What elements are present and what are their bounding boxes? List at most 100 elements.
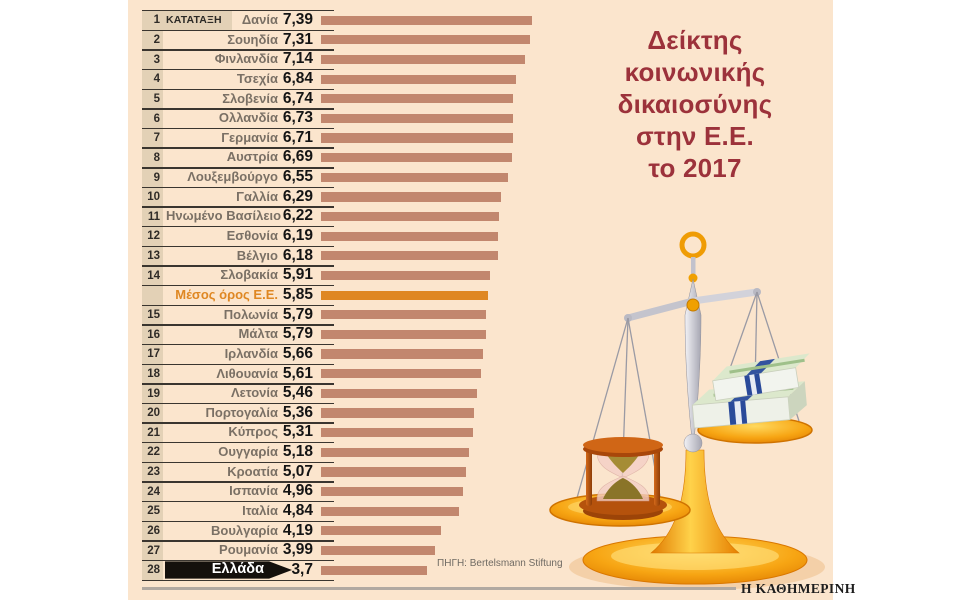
value-label: 5,79 xyxy=(282,325,313,343)
value-label: 6,18 xyxy=(282,246,313,264)
rank-cell: 28 xyxy=(142,561,163,580)
hourglass-pan xyxy=(549,437,691,527)
value-label: 5,46 xyxy=(282,384,313,402)
rank-cell: 23 xyxy=(142,463,163,482)
ranking-row: 23 Κροατία 5,07 xyxy=(142,461,833,482)
title-line: στην Ε.Ε. xyxy=(636,121,754,151)
greece-highlight-arrow: Ελλάδα xyxy=(165,561,292,579)
country-label: Ολλανδία xyxy=(218,110,278,126)
value-bar xyxy=(321,506,460,516)
ranking-row: 22 Ουγγαρία 5,18 xyxy=(142,442,833,462)
value-bar xyxy=(321,74,517,84)
value-label: 5,36 xyxy=(282,403,313,421)
value-bar xyxy=(321,428,473,438)
chart-title: Δείκτης κοινωνικής δικαιοσύνης στην Ε.Ε.… xyxy=(575,24,815,184)
rank-cell: 18 xyxy=(142,364,163,384)
rank-cell: 16 xyxy=(142,325,163,344)
rank-cell: 26 xyxy=(142,522,163,541)
ranking-row: 17 Ιρλανδία 5,66 xyxy=(142,343,833,364)
rank-cell: 4 xyxy=(142,70,163,89)
ranking-row: 8 Αυστρία 6,69 xyxy=(142,147,833,168)
ranking-row: 25 Ιταλία 4,84 xyxy=(142,501,833,521)
country-label: Τσεχία xyxy=(236,70,278,86)
rank-cell: 12 xyxy=(142,227,163,246)
value-label: 6,74 xyxy=(282,89,313,107)
value-label: 5,91 xyxy=(282,266,313,284)
rank-cell: 9 xyxy=(142,168,163,187)
value-label: 5,61 xyxy=(282,364,313,382)
rank-cell: 24 xyxy=(142,482,163,502)
ranking-row: 24 Ισπανία 4,96 xyxy=(142,481,833,502)
rank-cell: 22 xyxy=(142,443,163,462)
value-bar xyxy=(321,15,532,25)
ranking-row: 10 Γαλλία 6,29 xyxy=(142,186,833,207)
country-label: Κροατία xyxy=(227,463,278,479)
title-line: Δείκτης xyxy=(647,25,743,55)
rank-cell xyxy=(142,286,163,305)
rank-cell: 27 xyxy=(142,541,163,560)
value-bar xyxy=(321,467,466,477)
value-label: 6,29 xyxy=(282,187,313,205)
country-label: Ρουμανία xyxy=(219,542,278,558)
value-bar xyxy=(321,329,487,340)
value-bar xyxy=(321,231,498,241)
footer-rule xyxy=(142,587,736,590)
ranking-row: 11 Ηνωμένο Βασίλειο 6,22 xyxy=(142,206,833,227)
ranking-row: 15 Πολωνία 5,79 xyxy=(142,304,833,325)
value-label: 6,19 xyxy=(282,227,313,245)
value-bar xyxy=(321,369,482,379)
value-bar xyxy=(321,310,487,320)
ranking-row: 27 Ρουμανία 3,99 xyxy=(142,540,833,560)
country-label: Μάλτα xyxy=(238,326,278,342)
rank-cell: 17 xyxy=(142,345,163,364)
value-label: 6,71 xyxy=(282,128,313,146)
rank-cell: 3 xyxy=(142,50,163,69)
value-label: 5,07 xyxy=(282,462,313,480)
value-bar xyxy=(321,486,463,497)
rank-cell: 11 xyxy=(142,207,163,227)
value-label: 6,69 xyxy=(282,148,313,166)
country-label: Πολωνία xyxy=(223,306,278,322)
rank-cell: 15 xyxy=(142,306,163,325)
ranking-row: 21 Κύπρος 5,31 xyxy=(142,422,833,443)
rank-cell: 2 xyxy=(142,31,163,50)
value-bar xyxy=(321,251,498,261)
country-label: Σουηδία xyxy=(227,31,278,47)
value-label: 4,19 xyxy=(282,521,313,539)
rank-cell: 20 xyxy=(142,404,163,423)
ranking-row: 26 Βουλγαρία 4,19 xyxy=(142,520,833,541)
value-bar xyxy=(321,54,525,65)
money-pan xyxy=(691,353,813,444)
country-label: Εσθονία xyxy=(226,228,278,244)
country-label: Βέλγιο xyxy=(236,247,278,263)
rank-cell: 10 xyxy=(142,188,163,207)
rank-cell: 7 xyxy=(142,129,163,148)
ranking-row: 13 Βέλγιο 6,18 xyxy=(142,245,833,266)
rank-cell: 21 xyxy=(142,423,163,443)
title-line: το 2017 xyxy=(648,153,742,183)
value-bar xyxy=(321,153,512,163)
country-label: Ουγγαρία xyxy=(218,444,278,460)
value-label: 5,79 xyxy=(282,305,313,323)
value-bar xyxy=(321,133,513,143)
value-bar xyxy=(321,388,477,398)
ranking-row: 19 Λετονία 5,46 xyxy=(142,383,833,403)
country-label: Λουξεμβούργο xyxy=(187,169,278,185)
value-bar xyxy=(321,113,514,123)
value-label: 7,39 xyxy=(282,11,313,28)
title-line: δικαιοσύνης xyxy=(617,89,773,119)
value-label: 6,73 xyxy=(282,109,313,127)
value-bar xyxy=(321,35,530,45)
country-label: Λετονία xyxy=(230,385,278,401)
value-label: 5,85 xyxy=(282,285,313,303)
value-bar xyxy=(321,290,488,300)
value-bar xyxy=(321,172,508,182)
value-bar xyxy=(321,349,483,359)
gold-ring xyxy=(679,231,707,259)
ranking-row: 14 Σλοβακία 5,91 xyxy=(142,265,833,285)
value-bar xyxy=(321,526,441,536)
value-label: 5,18 xyxy=(282,443,313,461)
value-bar xyxy=(321,565,427,575)
rank-cell: 14 xyxy=(142,266,163,285)
